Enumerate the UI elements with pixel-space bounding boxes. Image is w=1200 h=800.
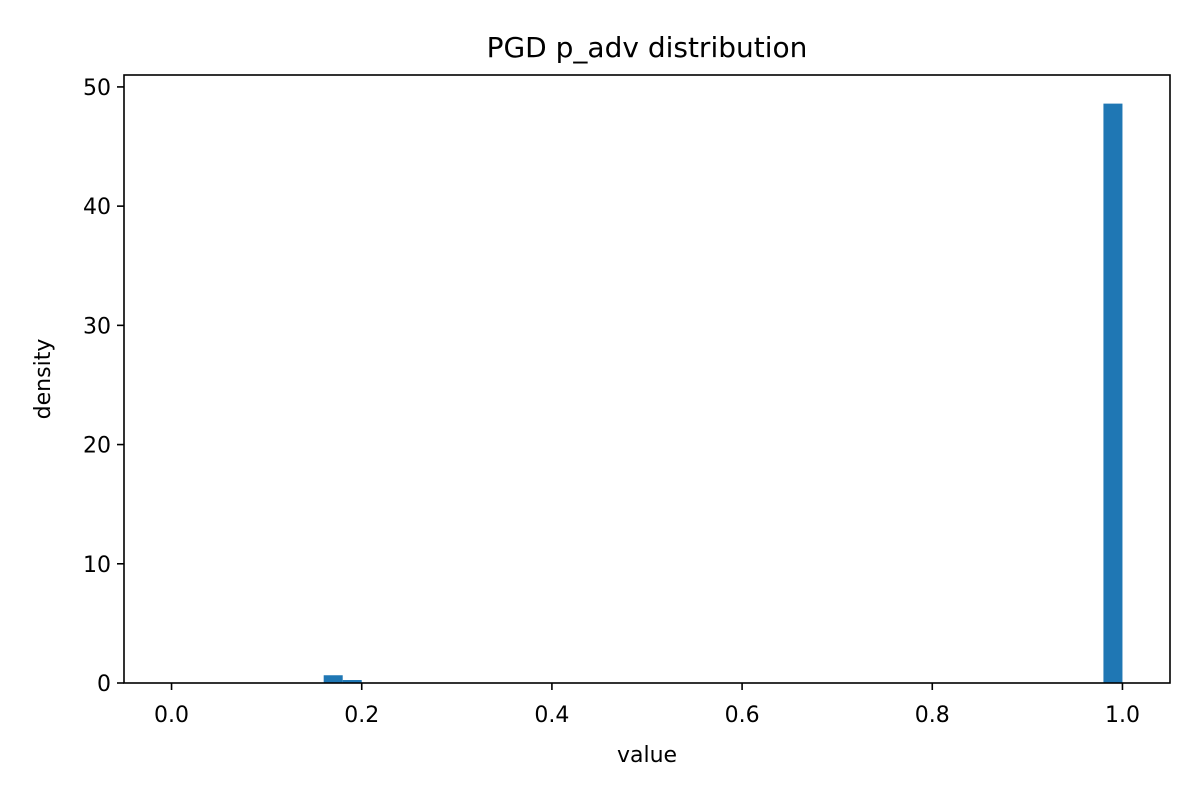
- x-tick-label: 1.0: [1105, 703, 1140, 728]
- x-tick-label: 0.4: [534, 703, 569, 728]
- y-tick-label: 50: [83, 76, 111, 101]
- y-tick-label: 20: [83, 434, 111, 459]
- y-tick-label: 0: [97, 672, 111, 697]
- histogram-bar: [1103, 103, 1123, 684]
- y-axis-label: density: [31, 339, 56, 420]
- x-axis-label: value: [617, 743, 677, 768]
- y-tick-label: 40: [83, 195, 111, 220]
- x-tick-label: 0.0: [154, 703, 189, 728]
- x-axis-ticks: 0.0 0.2 0.4 0.6 0.8 1.0: [154, 683, 1140, 728]
- x-tick-label: 0.6: [725, 703, 760, 728]
- y-tick-label: 10: [83, 553, 111, 578]
- y-axis-ticks: 0 10 20 30 40 50: [83, 76, 124, 697]
- x-tick-label: 0.2: [344, 703, 379, 728]
- y-tick-label: 30: [83, 314, 111, 339]
- x-tick-label: 0.8: [915, 703, 950, 728]
- histogram-bar: [342, 680, 362, 683]
- plot-frame: [123, 74, 1171, 684]
- histogram-bar: [323, 675, 343, 683]
- chart-title: PGD p_adv distribution: [487, 31, 808, 64]
- bars-group: [323, 103, 1123, 684]
